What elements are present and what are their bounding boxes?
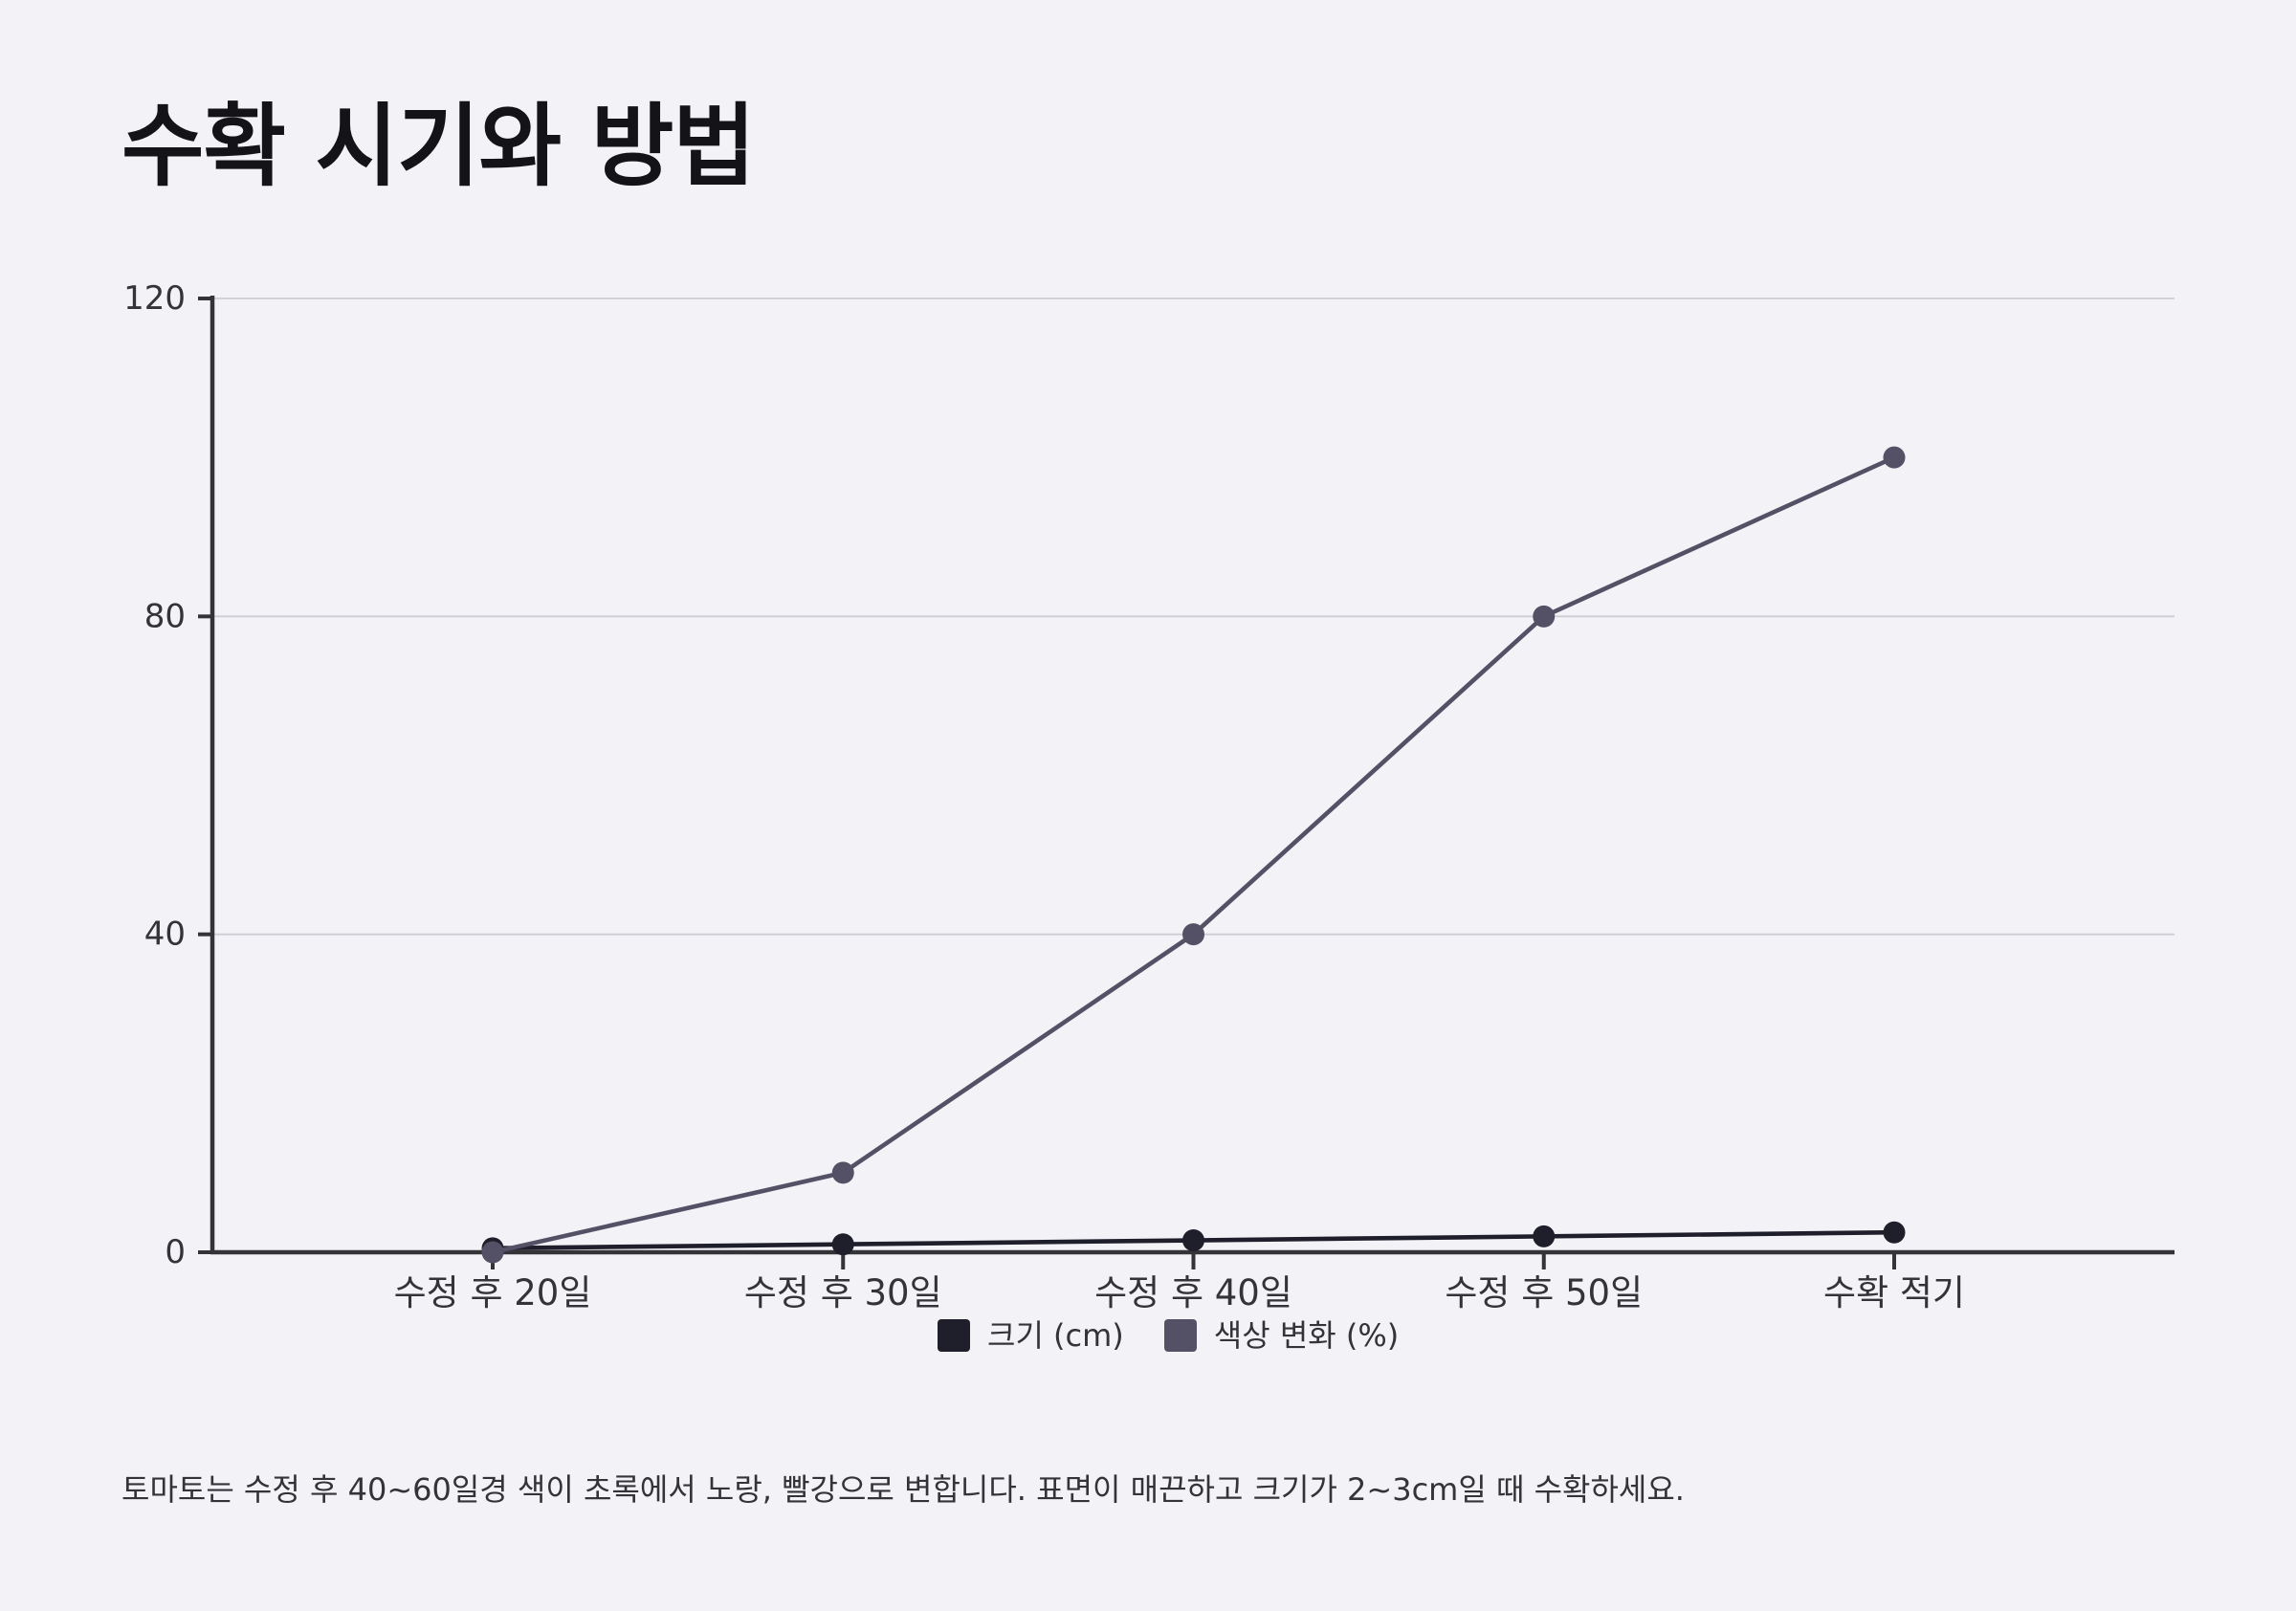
legend: 크기 (cm) 색상 변화 (%) — [938, 1319, 1399, 1352]
x-tick-label: 수정 후 20일 — [394, 1272, 592, 1313]
gridlines — [212, 298, 2175, 936]
axes: 0 40 80 120 수정 후 20일 수정 후 30일 수정 후 40일 수정 후 50일… — [123, 279, 2175, 1313]
series — [481, 446, 1906, 1264]
legend-item-size: 크기 (cm) — [938, 1319, 1124, 1352]
page-title: 수확 시기와 방법 — [121, 95, 756, 199]
data-point — [831, 1161, 854, 1184]
data-point — [1182, 923, 1204, 946]
legend-label-size: 크기 (cm) — [987, 1317, 1124, 1354]
data-point — [1883, 1221, 1906, 1244]
data-point — [1533, 1225, 1556, 1247]
series-1 — [481, 446, 1906, 1264]
series-line — [492, 455, 1895, 1255]
data-point — [481, 1241, 504, 1264]
y-tick-label: 0 — [165, 1233, 186, 1271]
data-point — [831, 1233, 854, 1256]
x-tick-label: 수정 후 30일 — [744, 1272, 942, 1313]
data-point — [1533, 605, 1556, 628]
harvest-note: 토마토는 수정 후 40~60일경 색이 초록에서 노랑, 빨강으로 변합니다.… — [121, 1471, 1685, 1508]
legend-swatch-color-change — [1163, 1319, 1197, 1352]
legend-swatch-size — [938, 1319, 970, 1352]
y-tick-label: 120 — [123, 279, 186, 318]
data-point — [1883, 446, 1906, 469]
x-tick-label: 수확 적기 — [1823, 1272, 1965, 1313]
x-tick-label: 수정 후 50일 — [1445, 1272, 1643, 1313]
y-tick-label: 40 — [144, 916, 186, 954]
data-point — [1182, 1229, 1204, 1252]
legend-label-color-change: 색상 변화 (%) — [1213, 1317, 1400, 1354]
x-tick-label: 수정 후 40일 — [1094, 1272, 1292, 1313]
y-tick-label: 80 — [144, 597, 186, 635]
legend-item-color-change: 색상 변화 (%) — [1163, 1317, 1400, 1354]
